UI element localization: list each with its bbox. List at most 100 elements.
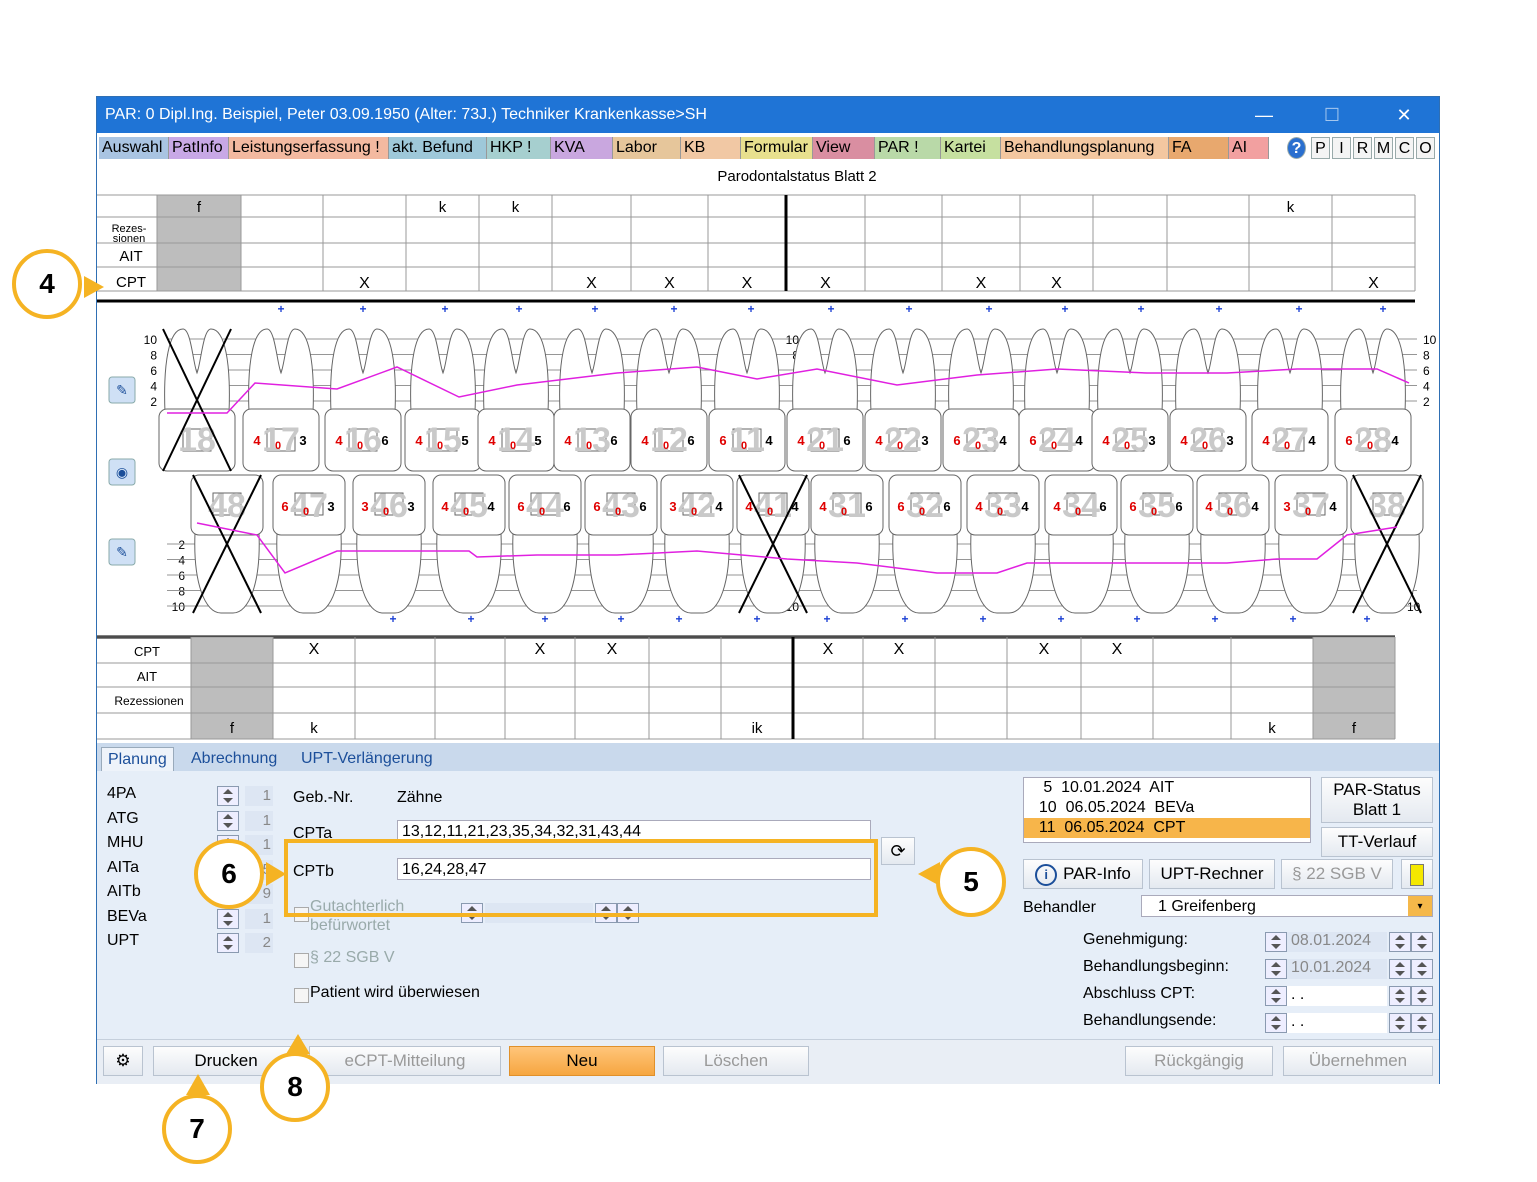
- quick-button-c[interactable]: C: [1395, 137, 1414, 159]
- loeschen-button[interactable]: Löschen: [663, 1046, 809, 1076]
- date-field[interactable]: . .: [1287, 1013, 1387, 1033]
- tab-formular[interactable]: Formular: [741, 137, 813, 159]
- scale-tick: 6: [1423, 364, 1430, 378]
- history-row[interactable]: 10 06.05.2024 BEVa: [1030, 799, 1195, 816]
- lower-pocket-value: 4: [1021, 499, 1029, 514]
- callout-7: 7: [162, 1094, 232, 1164]
- tab-behandlungsplanung[interactable]: Behandlungsplanung: [1001, 137, 1169, 159]
- lower-row-label-ait: AIT: [137, 669, 157, 684]
- upper-pocket-value: 4: [1262, 433, 1270, 448]
- date-spinner-left[interactable]: [1265, 986, 1287, 1006]
- tab-kva[interactable]: KVA: [551, 137, 613, 159]
- planning-spinner-atg[interactable]: [217, 810, 239, 831]
- rueckgaengig-button[interactable]: Rückgängig: [1125, 1046, 1273, 1076]
- tab-akt-befund[interactable]: akt. Befund: [389, 137, 487, 159]
- tab-fa[interactable]: FA: [1169, 137, 1229, 159]
- quick-button-i[interactable]: I: [1332, 137, 1351, 159]
- module-tabs: Auswahl PatInfo Leistungserfassung ! akt. B…: [97, 135, 1439, 161]
- help-icon[interactable]: ?: [1287, 137, 1306, 159]
- lower-tooth-outline: [970, 532, 1036, 614]
- upper-pocket-value: 0: [1051, 440, 1057, 452]
- cpta-teeth-input[interactable]: 13,12,11,21,23,35,34,32,31,43,44: [397, 820, 871, 842]
- date-spinner-right-a[interactable]: [1389, 932, 1411, 952]
- upper-pocket-value: 0: [663, 440, 669, 452]
- planning-spinner-4pa[interactable]: [217, 786, 239, 806]
- history-row[interactable]: 11 06.05.2024 CPT: [1024, 818, 1310, 838]
- upt-rechner-button[interactable]: UPT-Rechner: [1149, 859, 1275, 889]
- par-info-button[interactable]: i PAR-Info: [1023, 859, 1143, 889]
- date-spinner-right-a[interactable]: [1389, 986, 1411, 1006]
- date-spinner-right-b[interactable]: [1411, 932, 1433, 952]
- settings-button[interactable]: ⚙: [103, 1046, 143, 1076]
- upper-tooth-occlusal: [810, 428, 840, 452]
- upper-plus-marker: +: [905, 302, 912, 316]
- tab-abrechnung[interactable]: Abrechnung: [191, 750, 278, 767]
- lower-tooth-occlusal: [294, 492, 324, 516]
- tab-labor[interactable]: Labor: [613, 137, 681, 159]
- date-spinner-right-b[interactable]: [1411, 959, 1433, 979]
- sgb22-button[interactable]: § 22 SGB V: [1281, 859, 1393, 889]
- quick-button-p[interactable]: P: [1311, 137, 1330, 159]
- date-field[interactable]: . .: [1287, 986, 1387, 1006]
- planning-count-4pa: 1: [245, 786, 273, 806]
- quick-button-o[interactable]: O: [1416, 137, 1435, 159]
- upper-pocket-value: 5: [461, 433, 468, 448]
- tab-ai[interactable]: AI: [1229, 137, 1269, 159]
- tab-hkp[interactable]: HKP !: [487, 137, 551, 159]
- upper-pocket-value: 4: [253, 433, 261, 448]
- lower-pocket-value: 4: [441, 499, 449, 514]
- maximize-button[interactable]: ☐: [1323, 104, 1341, 125]
- date-spinner-right-a[interactable]: [1389, 1013, 1411, 1033]
- clipboard-button[interactable]: [1401, 859, 1433, 889]
- tab-par[interactable]: PAR !: [875, 137, 941, 159]
- history-row[interactable]: 5 10.01.2024 AIT: [1030, 779, 1175, 796]
- scale-tick: 10: [786, 333, 800, 347]
- tab-kb[interactable]: KB: [681, 137, 741, 159]
- lower-tooth-occlusal: [1296, 492, 1326, 516]
- par-status-blatt1-button[interactable]: PAR-Status Blatt 1: [1321, 777, 1433, 823]
- tab-leistungserfassung[interactable]: Leistungserfassung !: [229, 137, 389, 159]
- date-spinner-left[interactable]: [1265, 959, 1287, 979]
- tab-planung[interactable]: Planung: [101, 747, 174, 772]
- tab-upt-verlaengerung[interactable]: UPT-Verlängerung: [301, 750, 433, 767]
- cptb-teeth-input[interactable]: 16,24,28,47: [397, 858, 871, 880]
- planning-item-aita: AITa: [107, 858, 140, 876]
- upper-top-mark: k: [512, 199, 520, 216]
- lower-cpt-mark: X: [823, 641, 834, 658]
- tt-verlauf-button[interactable]: TT-Verlauf: [1321, 827, 1433, 857]
- upper-plus-marker: +: [1295, 302, 1302, 316]
- ecpt-mitteilung-button[interactable]: eCPT-Mitteilung: [309, 1046, 501, 1076]
- tab-kartei[interactable]: Kartei: [941, 137, 1001, 159]
- tab-view[interactable]: View: [813, 137, 875, 159]
- tab-auswahl[interactable]: Auswahl: [99, 137, 169, 159]
- sgb-checkbox[interactable]: [294, 953, 309, 968]
- behandler-select[interactable]: 1 Greifenberg ▾: [1141, 895, 1433, 917]
- quick-button-m[interactable]: M: [1374, 137, 1393, 159]
- planning-spinner-beva[interactable]: [217, 908, 239, 929]
- date-spinner-right-b[interactable]: [1411, 1013, 1433, 1033]
- patient-ueberwiesen-checkbox[interactable]: [294, 988, 309, 1003]
- date-spinner-left[interactable]: [1265, 1013, 1287, 1033]
- uebernehmen-button[interactable]: Übernehmen: [1283, 1046, 1433, 1076]
- date-spinner-left[interactable]: [1265, 932, 1287, 952]
- upper-tooth-number: 24: [1038, 421, 1076, 459]
- date-spinner-right-b[interactable]: [1411, 986, 1433, 1006]
- date-field[interactable]: 08.01.2024: [1287, 932, 1387, 952]
- lower-pocket-value: 0: [1075, 506, 1081, 518]
- lower-pocket-value: 4: [1329, 499, 1337, 514]
- lower-tooth-number: 35: [1138, 487, 1176, 525]
- quick-button-r[interactable]: R: [1353, 137, 1372, 159]
- history-list[interactable]: 5 10.01.2024 AIT 10 06.05.2024 BEVa 11 0…: [1023, 777, 1311, 843]
- tab-patinfo[interactable]: PatInfo: [169, 137, 229, 159]
- close-button[interactable]: ✕: [1396, 104, 1412, 125]
- neu-button[interactable]: Neu: [509, 1046, 655, 1076]
- lower-plus-marker: +: [467, 612, 474, 626]
- refresh-button[interactable]: ⟳: [881, 837, 915, 865]
- lower-missing-column-right: [1313, 637, 1395, 739]
- planning-spinner-upt[interactable]: [217, 933, 239, 953]
- lower-pocket-value: 6: [897, 499, 904, 514]
- minimize-button[interactable]: —: [1255, 104, 1273, 125]
- date-field[interactable]: 10.01.2024: [1287, 959, 1387, 979]
- upper-tooth-outline: [1024, 328, 1090, 414]
- date-spinner-right-a[interactable]: [1389, 959, 1411, 979]
